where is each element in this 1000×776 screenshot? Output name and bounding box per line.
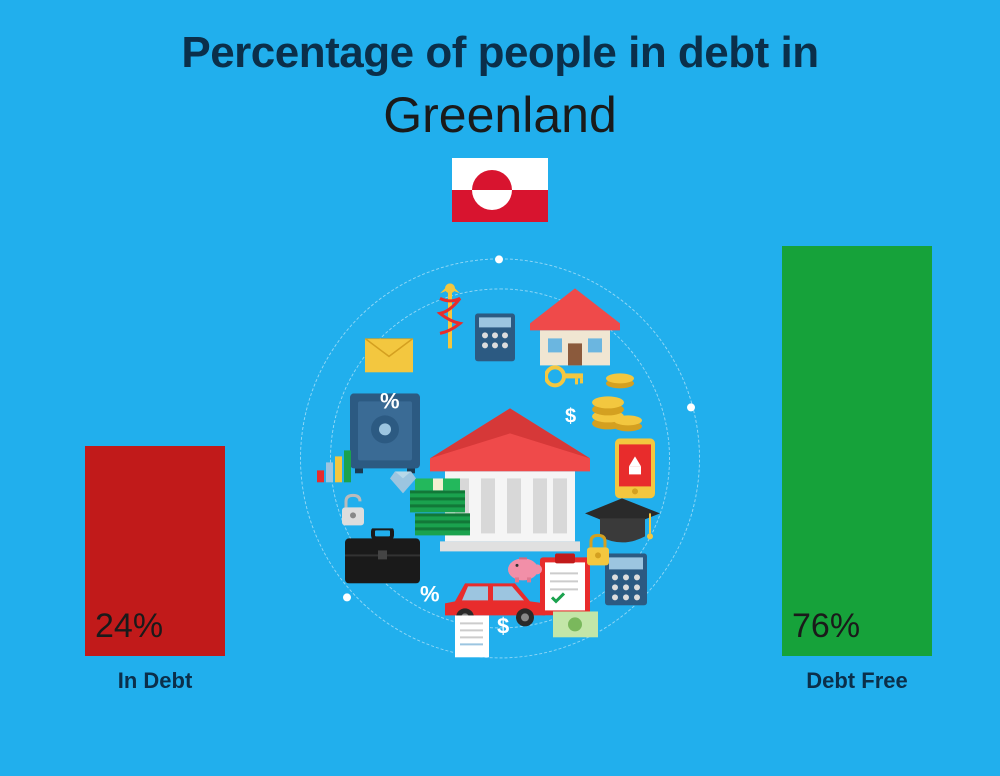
padlock-icon	[585, 533, 611, 567]
briefcase-icon	[345, 528, 420, 583]
calculator-icon	[475, 313, 515, 361]
key-icon	[545, 363, 585, 389]
piggy-bank-icon	[505, 553, 543, 583]
orbit-dot-icon	[495, 255, 503, 263]
envelope-icon	[365, 338, 413, 372]
house-icon	[530, 288, 620, 368]
bar-debt-free: 76% Debt Free	[782, 246, 932, 656]
dollar-icon: $	[565, 405, 576, 428]
orbit-dot-icon	[343, 593, 351, 601]
title-line2: Greenland	[0, 86, 1000, 144]
bar-in-debt: 24% In Debt	[85, 446, 225, 656]
header: Percentage of people in debt in Greenlan…	[0, 0, 1000, 222]
percent-icon: %	[380, 388, 400, 414]
bar-debt-free-value: 76%	[792, 607, 860, 646]
padlock-open-icon	[340, 493, 366, 527]
chart-area: 24% In Debt 76% Debt Free	[0, 230, 1000, 736]
chart-bars-icon	[317, 448, 351, 482]
title-line1: Percentage of people in debt in	[0, 28, 1000, 78]
bar-in-debt-label: In Debt	[85, 668, 225, 694]
calculator-right-icon	[605, 553, 647, 605]
bar-debt-free-label: Debt Free	[782, 668, 932, 694]
coins-icon	[590, 368, 645, 433]
bill-icon	[553, 611, 598, 637]
caduceus-icon	[435, 283, 465, 353]
finance-illustration: % % $ $	[295, 253, 705, 663]
phone-icon	[615, 438, 655, 498]
orbit-dot-icon	[687, 403, 695, 411]
dollar-icon: $	[497, 613, 509, 639]
bar-in-debt-value: 24%	[95, 607, 163, 646]
diamond-icon	[390, 471, 416, 493]
paper-icon	[455, 615, 489, 657]
greenland-flag-icon	[452, 158, 548, 222]
percent-icon: %	[420, 581, 440, 607]
